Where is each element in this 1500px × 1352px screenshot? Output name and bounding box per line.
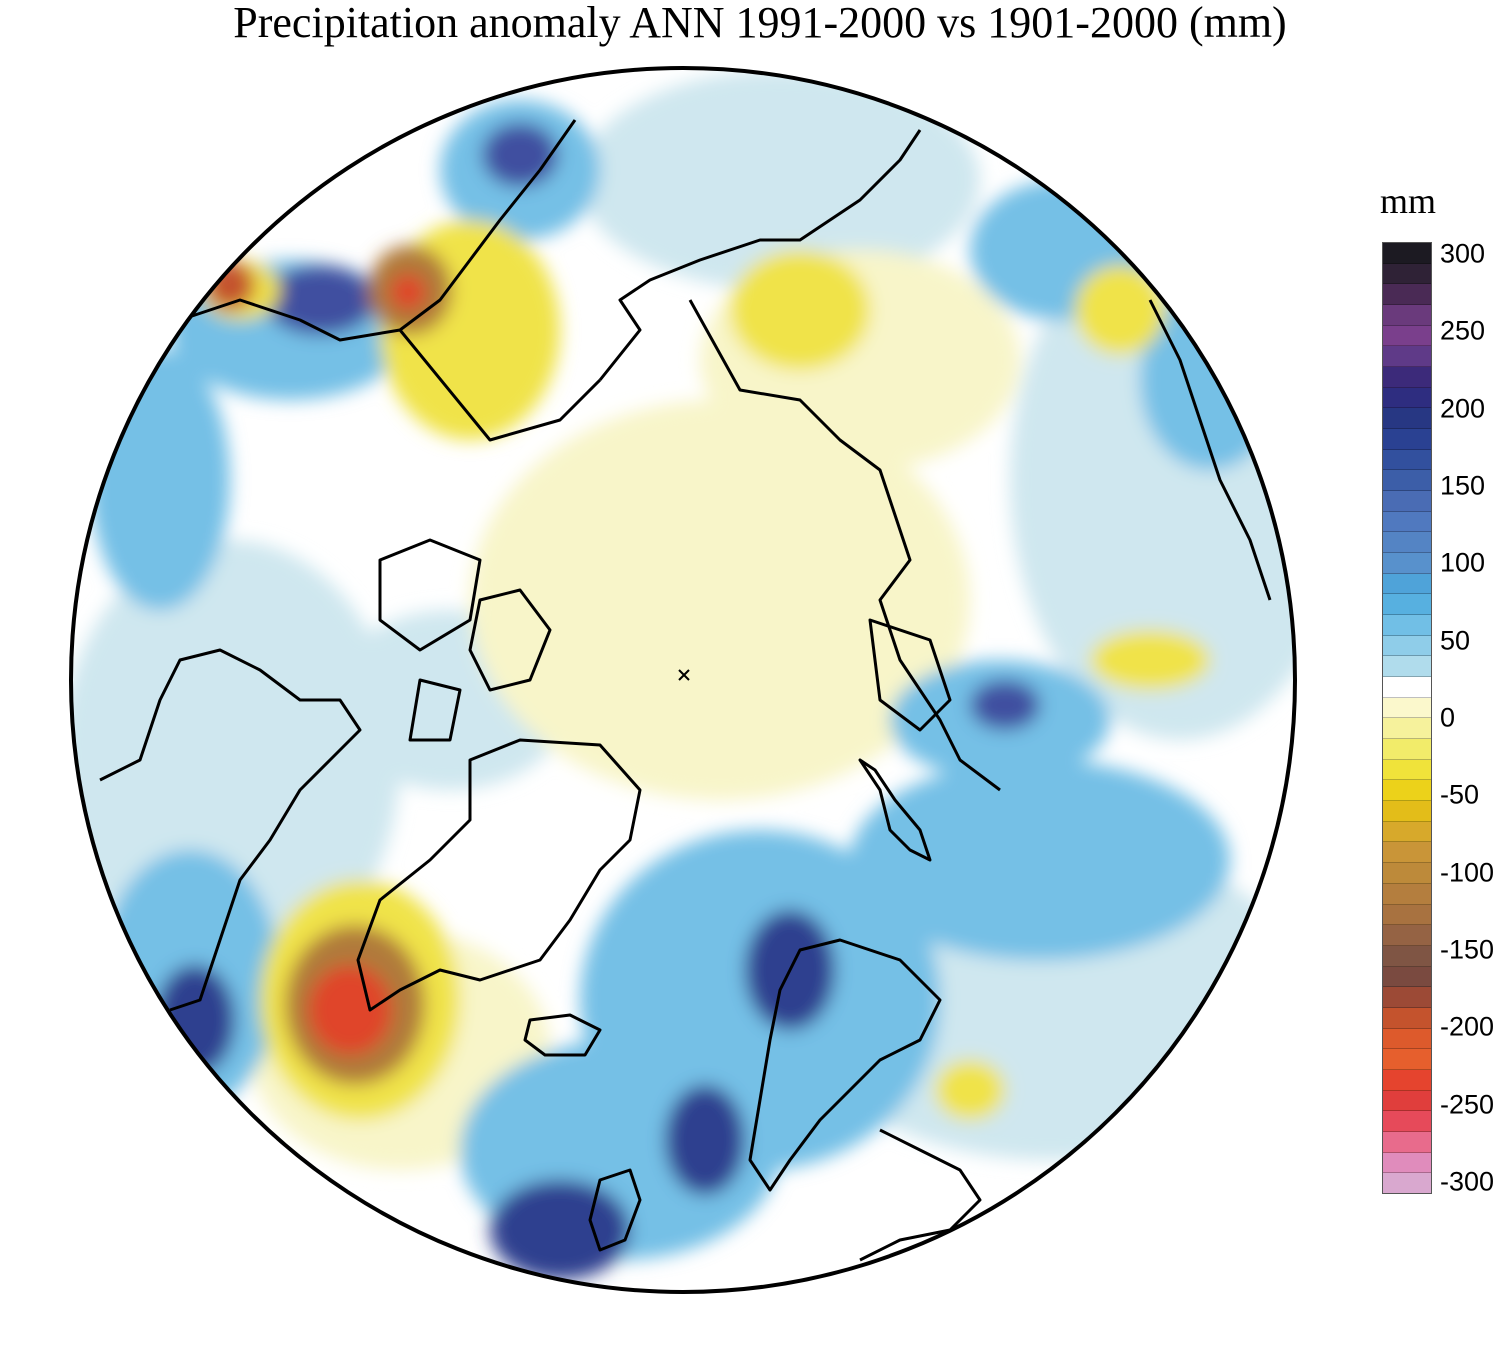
alaska-coast <box>179 119 577 342</box>
anomaly-field <box>71 68 1295 1292</box>
north-pole-marker <box>678 669 690 681</box>
taymyr-coast <box>868 618 952 732</box>
colorbar-labels: 300 250 200 150 100 50 0 -50 -100 -150 -200 -250 -30… <box>1440 238 1500 1197</box>
colorbar-band <box>1383 429 1431 450</box>
colorbar-tick-label: -250 <box>1440 1089 1495 1120</box>
colorbar-band <box>1383 677 1431 698</box>
colorbar-tick-label: 150 <box>1440 470 1486 501</box>
russia-arctic-coast <box>688 299 1001 792</box>
colorbar-band <box>1383 1069 1431 1091</box>
colorbar-band <box>1383 1028 1431 1050</box>
colorbar-band <box>1383 367 1431 388</box>
colorbar-band <box>1383 1173 1431 1193</box>
colorbar-band <box>1383 449 1431 471</box>
scandinavia-coast <box>748 938 942 1192</box>
map-boundary <box>69 66 1297 1294</box>
coastlines <box>99 119 1272 1262</box>
colorbar-band <box>1383 863 1431 884</box>
colorbar-tick-label: 250 <box>1440 315 1486 346</box>
colorbar-band <box>1383 904 1431 926</box>
colorbar-band <box>1383 821 1431 843</box>
european-coast <box>859 1128 982 1262</box>
colorbar-band <box>1383 842 1431 864</box>
precipitation-anomaly-map <box>69 66 1297 1294</box>
colorbar-band <box>1383 1131 1431 1153</box>
colorbar-tick-label: -100 <box>1440 857 1495 888</box>
colorbar-band <box>1383 387 1431 409</box>
colorbar-tick-label: 300 <box>1440 238 1486 269</box>
colorbar-tick-label: 200 <box>1440 393 1486 424</box>
colorbar-band <box>1383 697 1431 719</box>
colorbar-band <box>1383 966 1431 988</box>
greenland-coast <box>356 738 642 1012</box>
colorbar-band <box>1383 305 1431 326</box>
colorbar-band <box>1383 1007 1431 1029</box>
colorbar-band <box>1383 263 1431 285</box>
canadian-archipelago-coast <box>378 538 552 742</box>
colorbar-band <box>1383 987 1431 1008</box>
colorbar-band <box>1383 470 1431 492</box>
siberia-coast <box>598 129 922 381</box>
alaska-border <box>398 329 602 442</box>
colorbar-band <box>1383 284 1431 306</box>
colorbar-band <box>1383 594 1431 616</box>
colorbar-band <box>1383 1090 1431 1112</box>
colorbar-unit: mm <box>1380 181 1437 221</box>
colorbar-band <box>1383 573 1431 595</box>
colorbar-band <box>1383 1049 1431 1070</box>
colorbar-tick-label: 0 <box>1440 702 1456 733</box>
colorbar-tick-label: -150 <box>1440 934 1495 965</box>
colorbar-band <box>1383 1111 1431 1132</box>
colorbar-band <box>1383 1152 1431 1174</box>
north-america-coast <box>99 648 362 1012</box>
colorbar-band <box>1383 780 1431 802</box>
colorbar-band <box>1383 801 1431 822</box>
colorbar <box>1382 242 1432 1194</box>
colorbar-band <box>1383 532 1431 554</box>
colorbar-band <box>1383 615 1431 636</box>
map-title: Precipitation anomaly ANN 1991-2000 vs 1… <box>233 0 1287 47</box>
colorbar-band <box>1383 243 1431 264</box>
colorbar-band <box>1383 656 1431 678</box>
colorbar-band <box>1383 718 1431 740</box>
colorbar-band <box>1383 945 1431 967</box>
colorbar-band <box>1383 408 1431 430</box>
colorbar-band <box>1383 635 1431 657</box>
eastern-siberia-coast <box>1148 299 1272 601</box>
colorbar-band <box>1383 511 1431 533</box>
colorbar-band <box>1383 491 1431 512</box>
colorbar-band <box>1383 925 1431 946</box>
british-isles-coast <box>588 1168 642 1252</box>
iceland-coast <box>523 1013 602 1057</box>
colorbar-band <box>1383 553 1431 574</box>
colorbar-band <box>1383 325 1431 347</box>
colorbar-band <box>1383 739 1431 760</box>
colorbar-tick-label: 50 <box>1440 625 1471 656</box>
colorbar-band <box>1383 883 1431 905</box>
colorbar-tick-label: -200 <box>1440 1011 1495 1042</box>
novaya-zemlya-coast <box>858 758 932 862</box>
colorbar-tick-label: -300 <box>1440 1166 1495 1197</box>
colorbar-tick-label: 100 <box>1440 547 1486 578</box>
colorbar-band <box>1383 346 1431 368</box>
colorbar-tick-label: -50 <box>1440 779 1480 810</box>
colorbar-band <box>1383 759 1431 781</box>
